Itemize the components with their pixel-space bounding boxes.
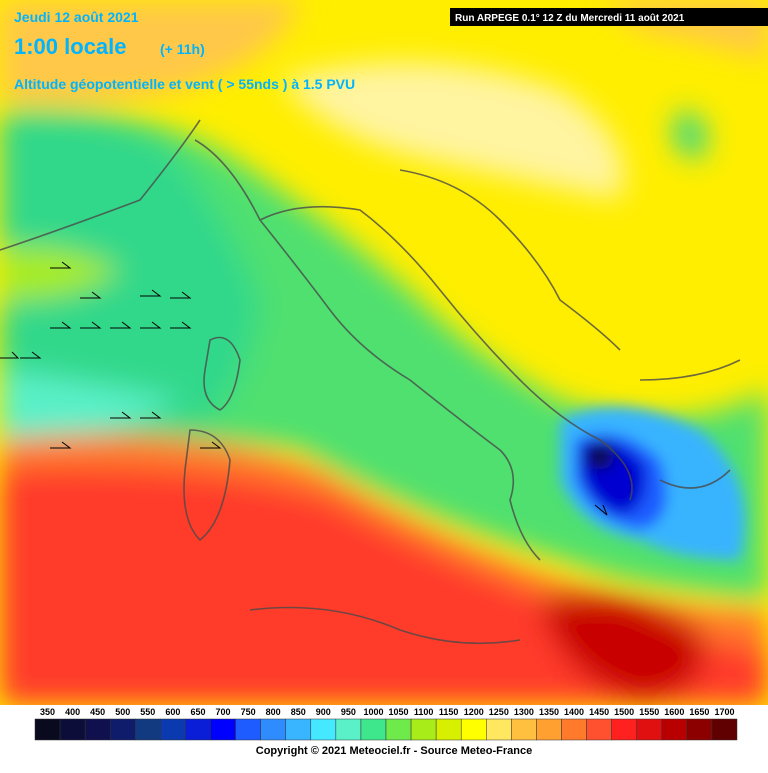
legend-swatch: [435, 718, 462, 741]
map-time: 1:00 locale: [14, 34, 127, 59]
legend-swatch: [486, 718, 512, 741]
legend-label: 800: [266, 707, 281, 717]
legend-label: 400: [65, 707, 80, 717]
legend-label: 1700: [714, 707, 734, 717]
legend-swatch: [210, 718, 236, 741]
legend-label: 1400: [564, 707, 584, 717]
legend-swatch: [135, 718, 161, 741]
legend-label: 700: [216, 707, 231, 717]
color-legend: 350 400 450 500 550 600 650 700 750 800 850 900 950 1…: [34, 707, 738, 741]
legend-swatch: [511, 718, 537, 741]
legend-swatch: [260, 718, 286, 741]
legend-label: 1600: [664, 707, 684, 717]
legend-swatch: [310, 718, 337, 741]
legend-swatch: [385, 718, 412, 741]
legend-swatch: [360, 718, 387, 741]
legend-swatch: [711, 718, 738, 741]
run-box: [450, 8, 768, 26]
legend-label: 1050: [389, 707, 409, 717]
legend-label: 1250: [489, 707, 509, 717]
legend-swatch: [335, 718, 362, 741]
legend-swatch: [109, 718, 136, 741]
legend-label: 1350: [539, 707, 559, 717]
legend-swatch: [561, 718, 587, 741]
legend-label: 1450: [589, 707, 609, 717]
lead-time: (+ 11h): [160, 41, 205, 57]
run-info: Run ARPEGE 0.1° 12 Z du Mercredi 11 août…: [455, 13, 685, 24]
legend-label: 1100: [414, 707, 434, 717]
legend-swatch: [160, 718, 186, 741]
legend-label: 500: [115, 707, 130, 717]
copyright: Copyright © 2021 Meteociel.fr - Source M…: [256, 745, 532, 757]
legend-label: 1200: [464, 707, 484, 717]
legend-label: 1000: [363, 707, 383, 717]
legend-swatch: [686, 718, 713, 741]
legend-label: 1500: [614, 707, 634, 717]
legend-swatch: [460, 718, 487, 741]
legend-label: 350: [40, 707, 55, 717]
legend-swatch: [59, 718, 86, 741]
legend-label: 850: [291, 707, 306, 717]
legend-label: 1550: [639, 707, 659, 717]
legend-label: 550: [140, 707, 155, 717]
legend-label: 1300: [514, 707, 534, 717]
legend-label: 650: [190, 707, 205, 717]
legend-label: 750: [241, 707, 256, 717]
legend-label: 1650: [689, 707, 709, 717]
legend-swatch: [235, 718, 261, 741]
legend-label: 900: [316, 707, 331, 717]
legend-swatch: [536, 718, 562, 741]
legend-label: 600: [165, 707, 180, 717]
legend-swatch: [586, 718, 612, 741]
legend-swatch: [611, 718, 637, 741]
field-title: Altitude géopotentielle et vent ( > 55nd…: [14, 76, 355, 92]
wind-barbs: [0, 261, 608, 516]
legend-swatch: [185, 718, 211, 741]
legend-swatch: [636, 718, 663, 741]
legend-swatch: [84, 718, 111, 741]
map-date: Jeudi 12 août 2021: [14, 9, 139, 25]
legend-swatch: [285, 718, 312, 741]
legend-swatch: [34, 718, 61, 741]
legend-label: 1150: [439, 707, 459, 717]
legend-label: 450: [90, 707, 105, 717]
field-layer: [0, 0, 768, 705]
coastlines: [0, 119, 741, 645]
legend-swatch: [661, 718, 688, 741]
legend-swatch: [410, 718, 437, 741]
legend-label: 950: [341, 707, 356, 717]
